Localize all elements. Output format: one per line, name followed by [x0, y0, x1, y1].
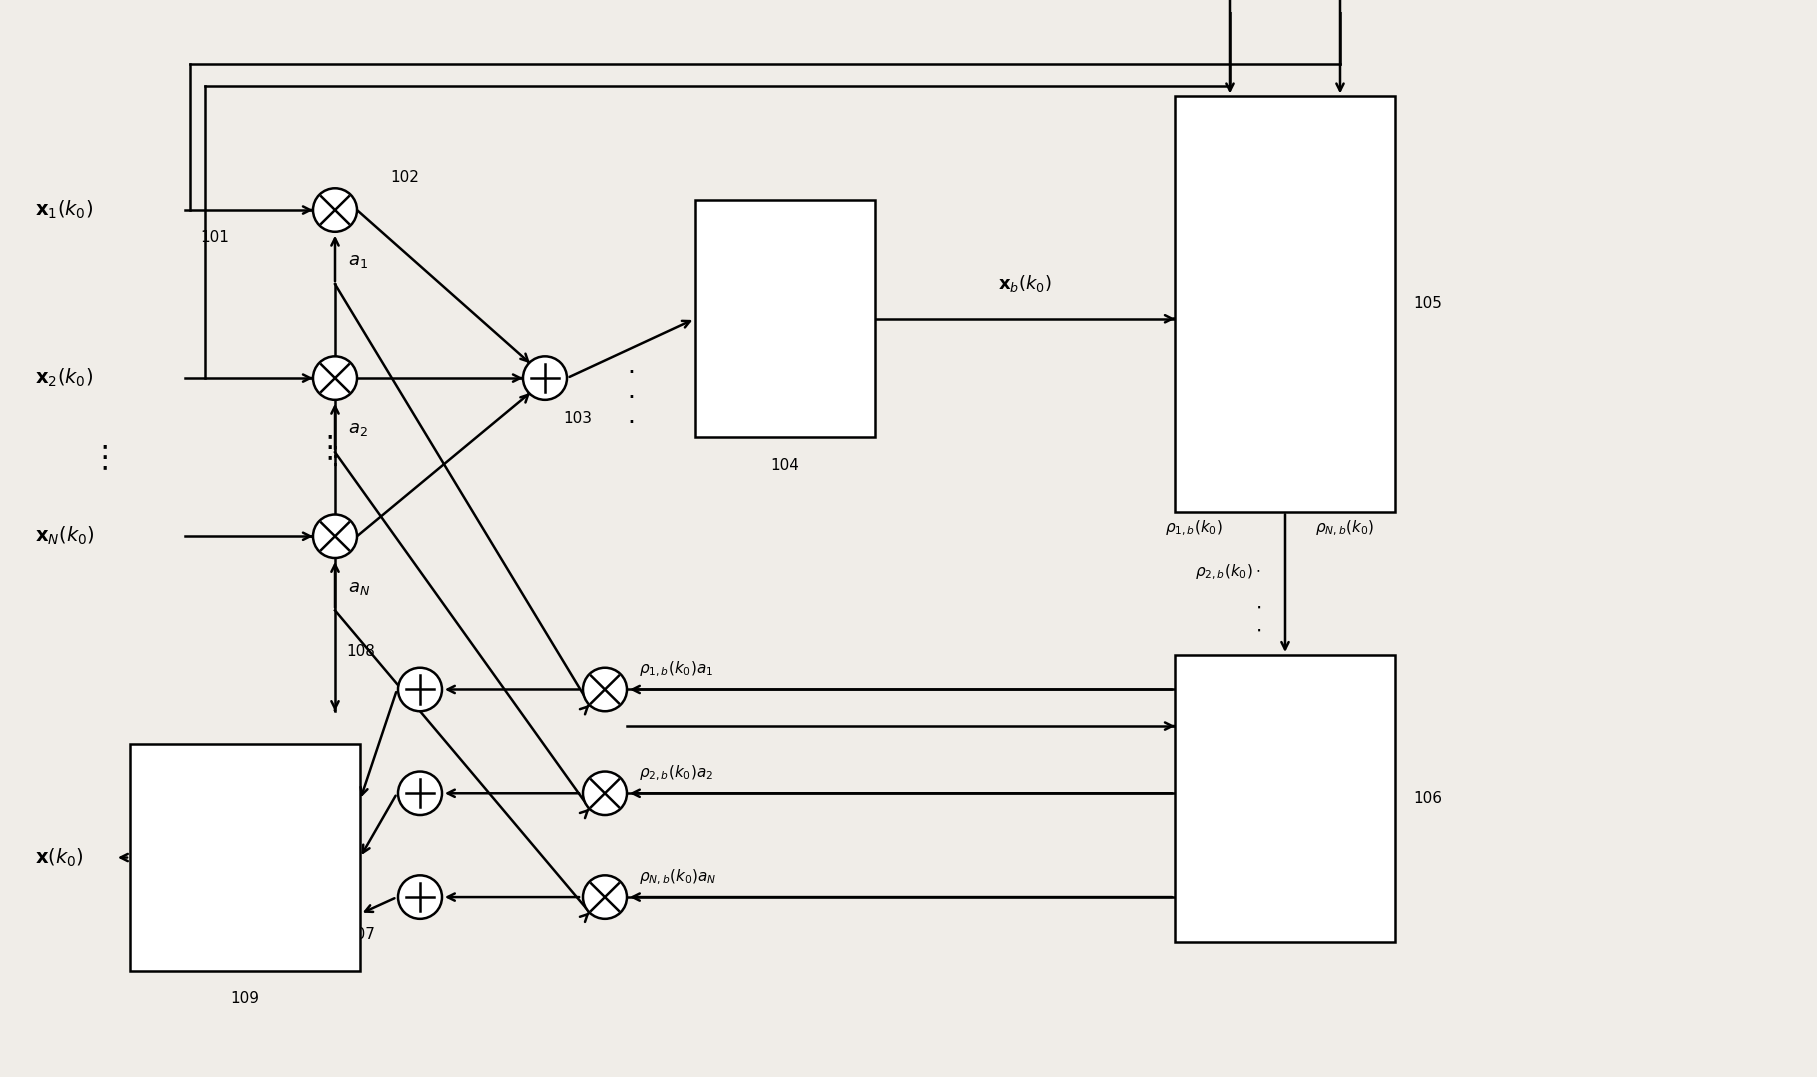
Circle shape: [583, 771, 627, 815]
Text: 动态调整: 动态调整: [1265, 811, 1306, 829]
Text: $\mathbf{x}(k_0)$: $\mathbf{x}(k_0)$: [35, 847, 84, 869]
Circle shape: [313, 515, 356, 558]
Text: $\rho_{1,b}(k_0)$: $\rho_{1,b}(k_0)$: [1165, 519, 1223, 538]
Text: ···: ···: [1276, 101, 1294, 121]
Circle shape: [398, 668, 442, 711]
Text: 104: 104: [770, 458, 799, 473]
Text: 102: 102: [391, 170, 420, 185]
Text: $\mathbf{x}_N(k_0)$: $\mathbf{x}_N(k_0)$: [35, 526, 94, 547]
Text: $\rho_{2,b}(k_0)\cdot$: $\rho_{2,b}(k_0)\cdot$: [1196, 563, 1261, 583]
Text: ·: ·: [627, 410, 634, 435]
Text: $\mathbf{x}_2(k_0)$: $\mathbf{x}_2(k_0)$: [35, 367, 93, 389]
Text: $\mathbf{x}_1(k_0)$: $\mathbf{x}_1(k_0)$: [35, 199, 93, 221]
Circle shape: [523, 356, 567, 400]
Text: 动态匹配: 动态匹配: [223, 829, 265, 847]
Bar: [1176, 96, 1395, 512]
Text: $\rho_{N,b}(k_0)$: $\rho_{N,b}(k_0)$: [1316, 519, 1374, 538]
Text: $\mathbf{x}_b(k_0)$: $\mathbf{x}_b(k_0)$: [998, 274, 1052, 294]
Text: 103: 103: [563, 410, 592, 425]
Text: $\rho_{N,b}(k_0)a_N$: $\rho_{N,b}(k_0)a_N$: [640, 868, 716, 887]
Text: $\rho_{1,b}(k_0)a_1$: $\rho_{1,b}(k_0)a_1$: [640, 660, 714, 680]
Text: 各通道权重: 各通道权重: [1259, 769, 1310, 787]
Text: ⋮: ⋮: [314, 433, 345, 462]
Text: ⋮: ⋮: [322, 445, 347, 470]
Text: ·: ·: [627, 361, 634, 386]
Text: $\rho_{2,b}(k_0)a_2$: $\rho_{2,b}(k_0)a_2$: [640, 764, 712, 783]
Text: 105: 105: [1414, 296, 1443, 311]
Text: 107: 107: [345, 927, 374, 942]
Bar: [1176, 655, 1395, 941]
Text: 101: 101: [200, 229, 229, 244]
Text: 109: 109: [231, 992, 260, 1006]
Text: $a_1$: $a_1$: [349, 252, 367, 270]
Circle shape: [583, 668, 627, 711]
Text: 互相关运算: 互相关运算: [1259, 295, 1310, 313]
Text: 动态匹配滤: 动态匹配滤: [760, 290, 810, 308]
Circle shape: [398, 876, 442, 919]
Text: 108: 108: [345, 644, 374, 659]
Text: $a_2$: $a_2$: [349, 420, 367, 438]
Bar: [694, 200, 876, 437]
Circle shape: [313, 356, 356, 400]
Text: 配滤波: 配滤波: [229, 870, 260, 889]
Text: 波: 波: [779, 332, 790, 350]
Text: $\cdot$: $\cdot$: [1256, 598, 1261, 617]
Circle shape: [313, 188, 356, 232]
Circle shape: [398, 771, 442, 815]
Text: $a_N$: $a_N$: [349, 578, 371, 597]
Text: ⋮: ⋮: [89, 443, 120, 472]
Text: ·: ·: [627, 386, 634, 410]
Circle shape: [583, 876, 627, 919]
Text: 106: 106: [1414, 791, 1443, 806]
Text: $\cdot$: $\cdot$: [1256, 620, 1261, 640]
Bar: [131, 744, 360, 971]
